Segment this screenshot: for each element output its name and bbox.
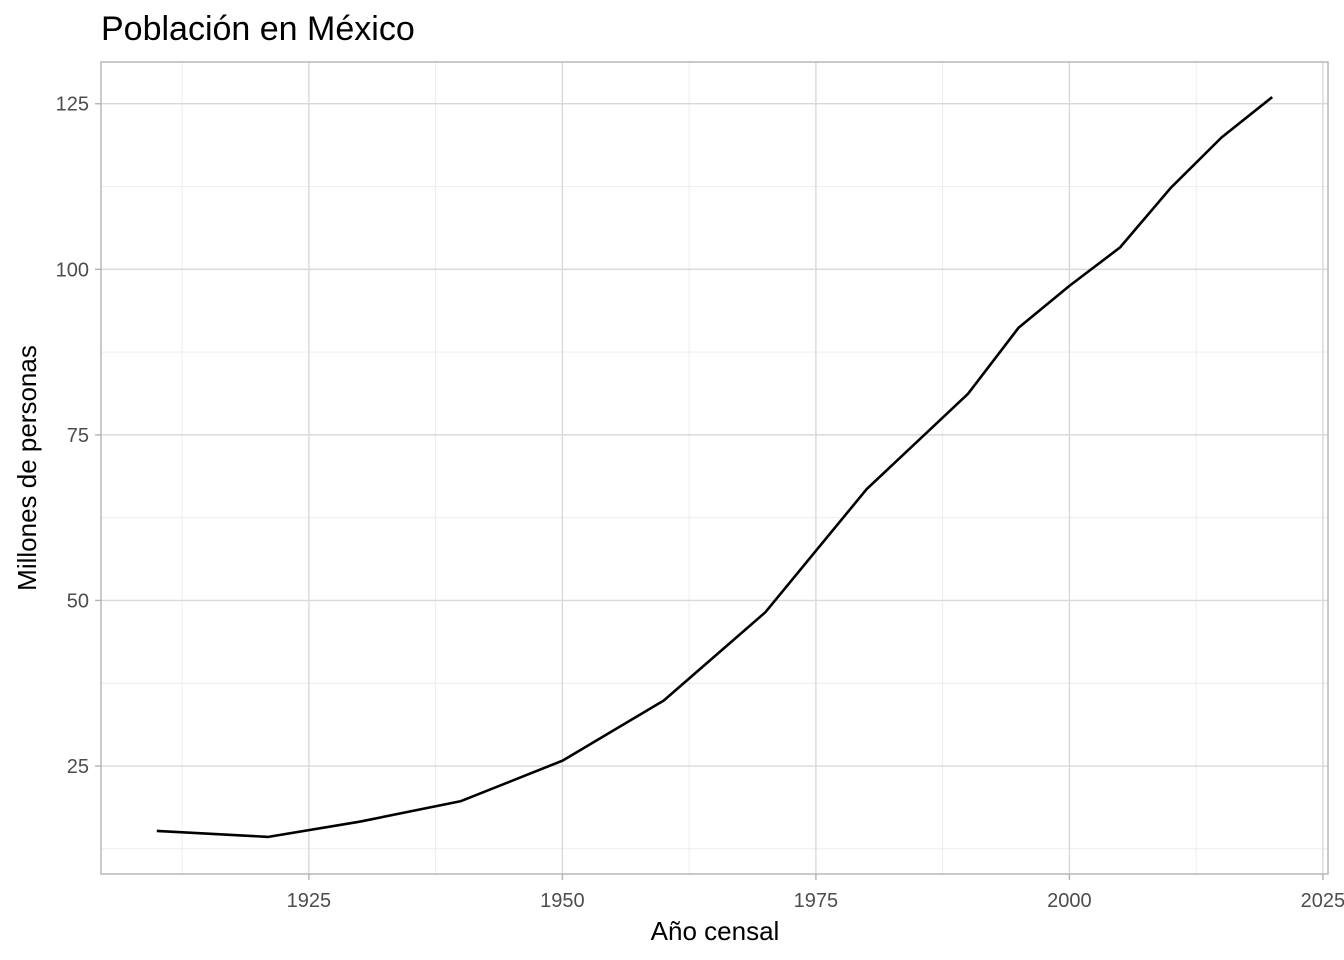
y-tick-label: 50 bbox=[67, 590, 89, 612]
x-tick-label: 2025 bbox=[1301, 890, 1344, 912]
major-gridlines bbox=[101, 62, 1328, 874]
y-axis-title: Millones de personas bbox=[12, 345, 42, 591]
minor-gridlines bbox=[101, 62, 1328, 874]
x-tick-label: 1925 bbox=[287, 890, 332, 912]
tick-labels: 1925 1950 1975 2000 2025 25 50 75 100 125 bbox=[56, 94, 1344, 912]
y-tick-label: 100 bbox=[56, 259, 89, 281]
x-tick-label: 2000 bbox=[1047, 890, 1092, 912]
x-axis-title: Año censal bbox=[651, 916, 780, 946]
y-tick-label: 125 bbox=[56, 94, 89, 116]
series-group bbox=[156, 96, 1274, 839]
x-tick-label: 1950 bbox=[540, 890, 585, 912]
axis-ticks bbox=[95, 103, 1324, 880]
chart-title: Población en México bbox=[101, 10, 415, 48]
population-line bbox=[156, 96, 1274, 839]
y-tick-label: 75 bbox=[67, 425, 89, 447]
x-tick-label: 1975 bbox=[794, 890, 839, 912]
plot-panel-border bbox=[100, 61, 1329, 875]
y-tick-label: 25 bbox=[67, 756, 89, 778]
